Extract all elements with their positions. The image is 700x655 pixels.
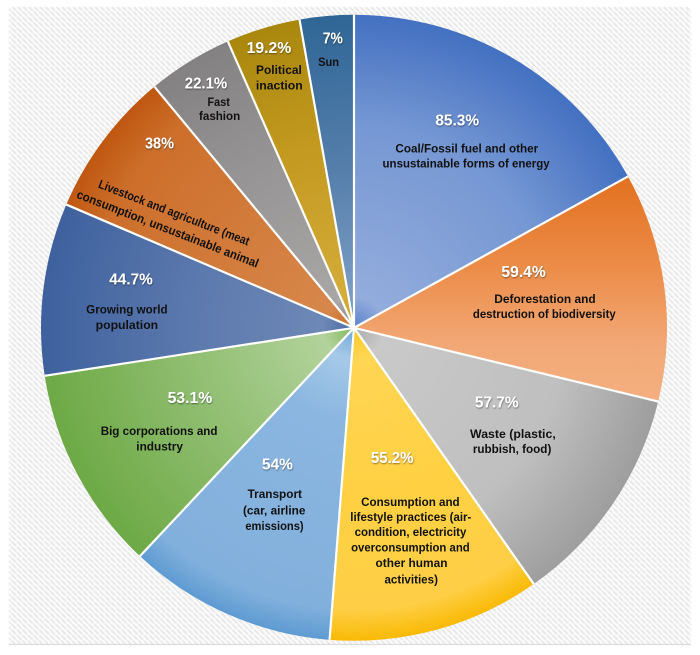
svg-text:19.2%: 19.2% — [247, 40, 292, 57]
svg-text:85.3%: 85.3% — [435, 113, 479, 130]
svg-text:Transport: Transport — [248, 487, 302, 501]
svg-text:53.1%: 53.1% — [168, 390, 213, 407]
svg-text:industry: industry — [136, 439, 183, 453]
svg-text:overconsumption and: overconsumption and — [351, 540, 470, 554]
svg-text:fashion: fashion — [199, 109, 240, 123]
svg-text:population: population — [96, 318, 159, 332]
svg-text:Big corporations and: Big corporations and — [101, 424, 218, 438]
svg-text:other human: other human — [376, 556, 448, 570]
svg-text:22.1%: 22.1% — [185, 76, 228, 93]
svg-text:7%: 7% — [323, 30, 343, 47]
svg-text:Sun: Sun — [318, 55, 339, 69]
svg-text:emissions): emissions) — [245, 519, 303, 533]
svg-text:inaction: inaction — [256, 78, 303, 92]
svg-text:(car, airline: (car, airline — [243, 503, 306, 517]
svg-text:Political: Political — [256, 63, 302, 77]
svg-text:54%: 54% — [262, 457, 293, 474]
svg-text:38%: 38% — [145, 135, 174, 152]
svg-text:55.2%: 55.2% — [371, 450, 414, 467]
svg-text:Fast: Fast — [208, 95, 230, 109]
svg-text:Waste (plastic,: Waste (plastic, — [470, 427, 556, 441]
svg-text:Consumption and: Consumption and — [361, 495, 460, 509]
svg-text:activities): activities) — [384, 572, 438, 586]
svg-text:59.4%: 59.4% — [501, 264, 546, 281]
svg-text:condition, electricity: condition, electricity — [355, 525, 467, 539]
svg-text:Deforestation and: Deforestation and — [494, 292, 595, 306]
svg-text:Growing world: Growing world — [86, 303, 168, 317]
svg-text:destruction of biodiversity: destruction of biodiversity — [473, 307, 616, 321]
svg-text:lifestyle practices (air-: lifestyle practices (air- — [350, 510, 471, 524]
svg-text:Coal/Fossil fuel and other: Coal/Fossil fuel and other — [395, 142, 538, 156]
svg-text:rubbish, food): rubbish, food) — [473, 442, 552, 456]
svg-text:44.7%: 44.7% — [109, 272, 153, 289]
svg-text:unsustainable forms of energy: unsustainable forms of energy — [383, 156, 550, 170]
svg-text:57.7%: 57.7% — [475, 394, 519, 411]
